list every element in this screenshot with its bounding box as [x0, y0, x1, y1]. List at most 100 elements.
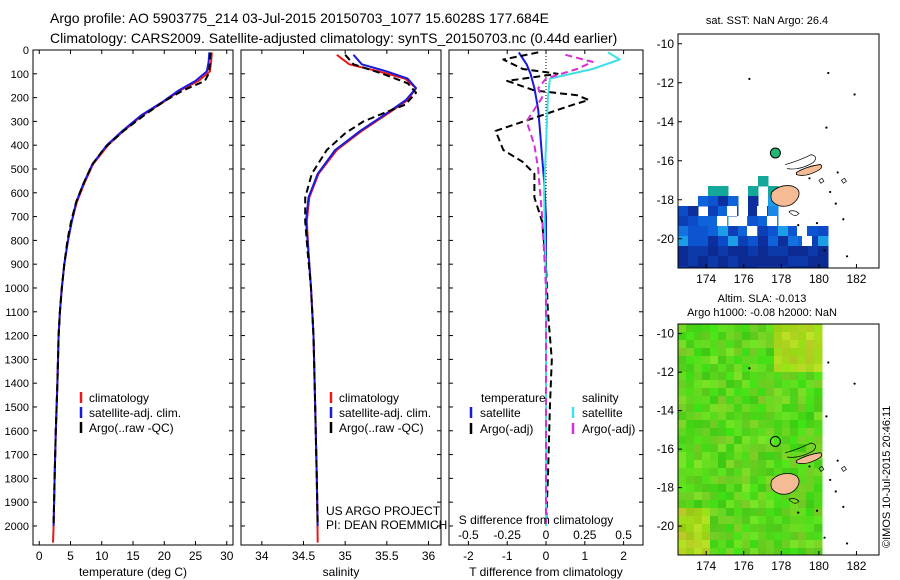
sst-cell [738, 246, 749, 257]
sla-cell [798, 420, 807, 429]
sla-cell [798, 452, 807, 461]
x-tick-label: 30 [220, 549, 234, 563]
sla-cell [806, 468, 815, 477]
sla-cell [686, 364, 695, 373]
sla-cell [782, 420, 791, 429]
sla-cell [806, 340, 815, 349]
sla-cell [694, 364, 703, 373]
sla-cell [806, 364, 815, 373]
sla-cell [774, 492, 783, 501]
sla-cell [734, 396, 743, 405]
sst-cell [818, 226, 829, 237]
sla-cell [758, 532, 767, 541]
sla-cell [694, 468, 703, 477]
sst-cell [788, 236, 799, 247]
sla-cell [790, 436, 799, 445]
sla-cell [766, 388, 775, 397]
sst-cell [808, 266, 819, 268]
sla-cell [782, 388, 791, 397]
sst-cell [698, 236, 709, 247]
sla-cell [702, 436, 711, 445]
map-y-tick-label: -12 [657, 76, 675, 90]
sla-cell [806, 508, 815, 517]
difference-series-3 [525, 53, 594, 524]
sla-cell [734, 332, 743, 341]
sla-cell [790, 532, 799, 541]
sla-cell [798, 516, 807, 525]
sst-cell [728, 246, 739, 257]
x-axis-label: salinity [323, 565, 360, 579]
sla-cell [726, 484, 735, 493]
sla-cell [766, 532, 775, 541]
sst-cell [818, 256, 829, 267]
islet-dot [827, 361, 830, 364]
sst-cell [788, 256, 799, 267]
x-tick-top-label: 0 [543, 528, 550, 542]
sla-cell [694, 436, 703, 445]
sla-cell [742, 380, 751, 389]
sla-map-title-line1: Altim. SLA: -0.013 [718, 293, 807, 305]
sla-cell [782, 468, 791, 477]
sst-cell [708, 216, 719, 227]
sla-cell [742, 324, 751, 333]
sla-cell [782, 516, 791, 525]
reef-outline [788, 210, 800, 216]
sla-cell [678, 532, 687, 541]
temperature-series-2 [52, 52, 212, 524]
sla-cell [686, 332, 695, 341]
sla-cell [790, 444, 799, 453]
profile-title: Argo profile: AO 5903775_214 03-Jul-2015… [50, 10, 549, 26]
sla-cell [734, 436, 743, 445]
sla-cell [806, 500, 815, 509]
islet-dot [825, 126, 828, 129]
sla-cell [718, 548, 727, 555]
sla-cell [718, 460, 727, 469]
sst-cell [768, 266, 779, 268]
sla-cell [758, 484, 767, 493]
sla-cell [718, 516, 727, 525]
sla-cell [758, 348, 767, 357]
sla-cell [686, 492, 695, 501]
sla-cell [718, 484, 727, 493]
sla-cell [790, 324, 799, 333]
sst-cell [808, 236, 819, 247]
sst-cell [688, 206, 699, 217]
sla-cell [758, 404, 767, 413]
sst-cell [688, 266, 699, 268]
sla-cell [718, 524, 727, 533]
sst-cell [728, 266, 739, 268]
islet-dot [842, 218, 845, 221]
reef-outline [784, 154, 816, 170]
sst-gap [767, 216, 777, 226]
sla-cell [758, 452, 767, 461]
sla-cell [750, 404, 759, 413]
depth-tick-label: 900 [11, 259, 29, 271]
sla-cell [694, 548, 703, 555]
sla-cell [782, 428, 791, 437]
sla-cell [814, 524, 823, 533]
sla-cell [758, 500, 767, 509]
sla-cell [718, 348, 727, 357]
sla-cell [694, 492, 703, 501]
sla-cell [734, 508, 743, 517]
sla-cell [686, 516, 695, 525]
sla-cell [678, 420, 687, 429]
sst-cell [678, 236, 689, 247]
sla-cell [750, 452, 759, 461]
temperature-series-0 [52, 52, 213, 543]
sst-cell [678, 266, 689, 268]
sst-gap [747, 226, 757, 236]
sla-cell [766, 524, 775, 533]
sst-cell [738, 236, 749, 247]
sla-cell [782, 452, 791, 461]
sla-cell [710, 524, 719, 533]
sla-cell [742, 444, 751, 453]
sla-cell [686, 428, 695, 437]
sst-cell [698, 246, 709, 257]
sla-cell [790, 508, 799, 517]
sla-cell [758, 396, 767, 405]
sla-cell [758, 492, 767, 501]
sla-cell [710, 340, 719, 349]
sla-cell [750, 468, 759, 477]
sla-cell [734, 372, 743, 381]
